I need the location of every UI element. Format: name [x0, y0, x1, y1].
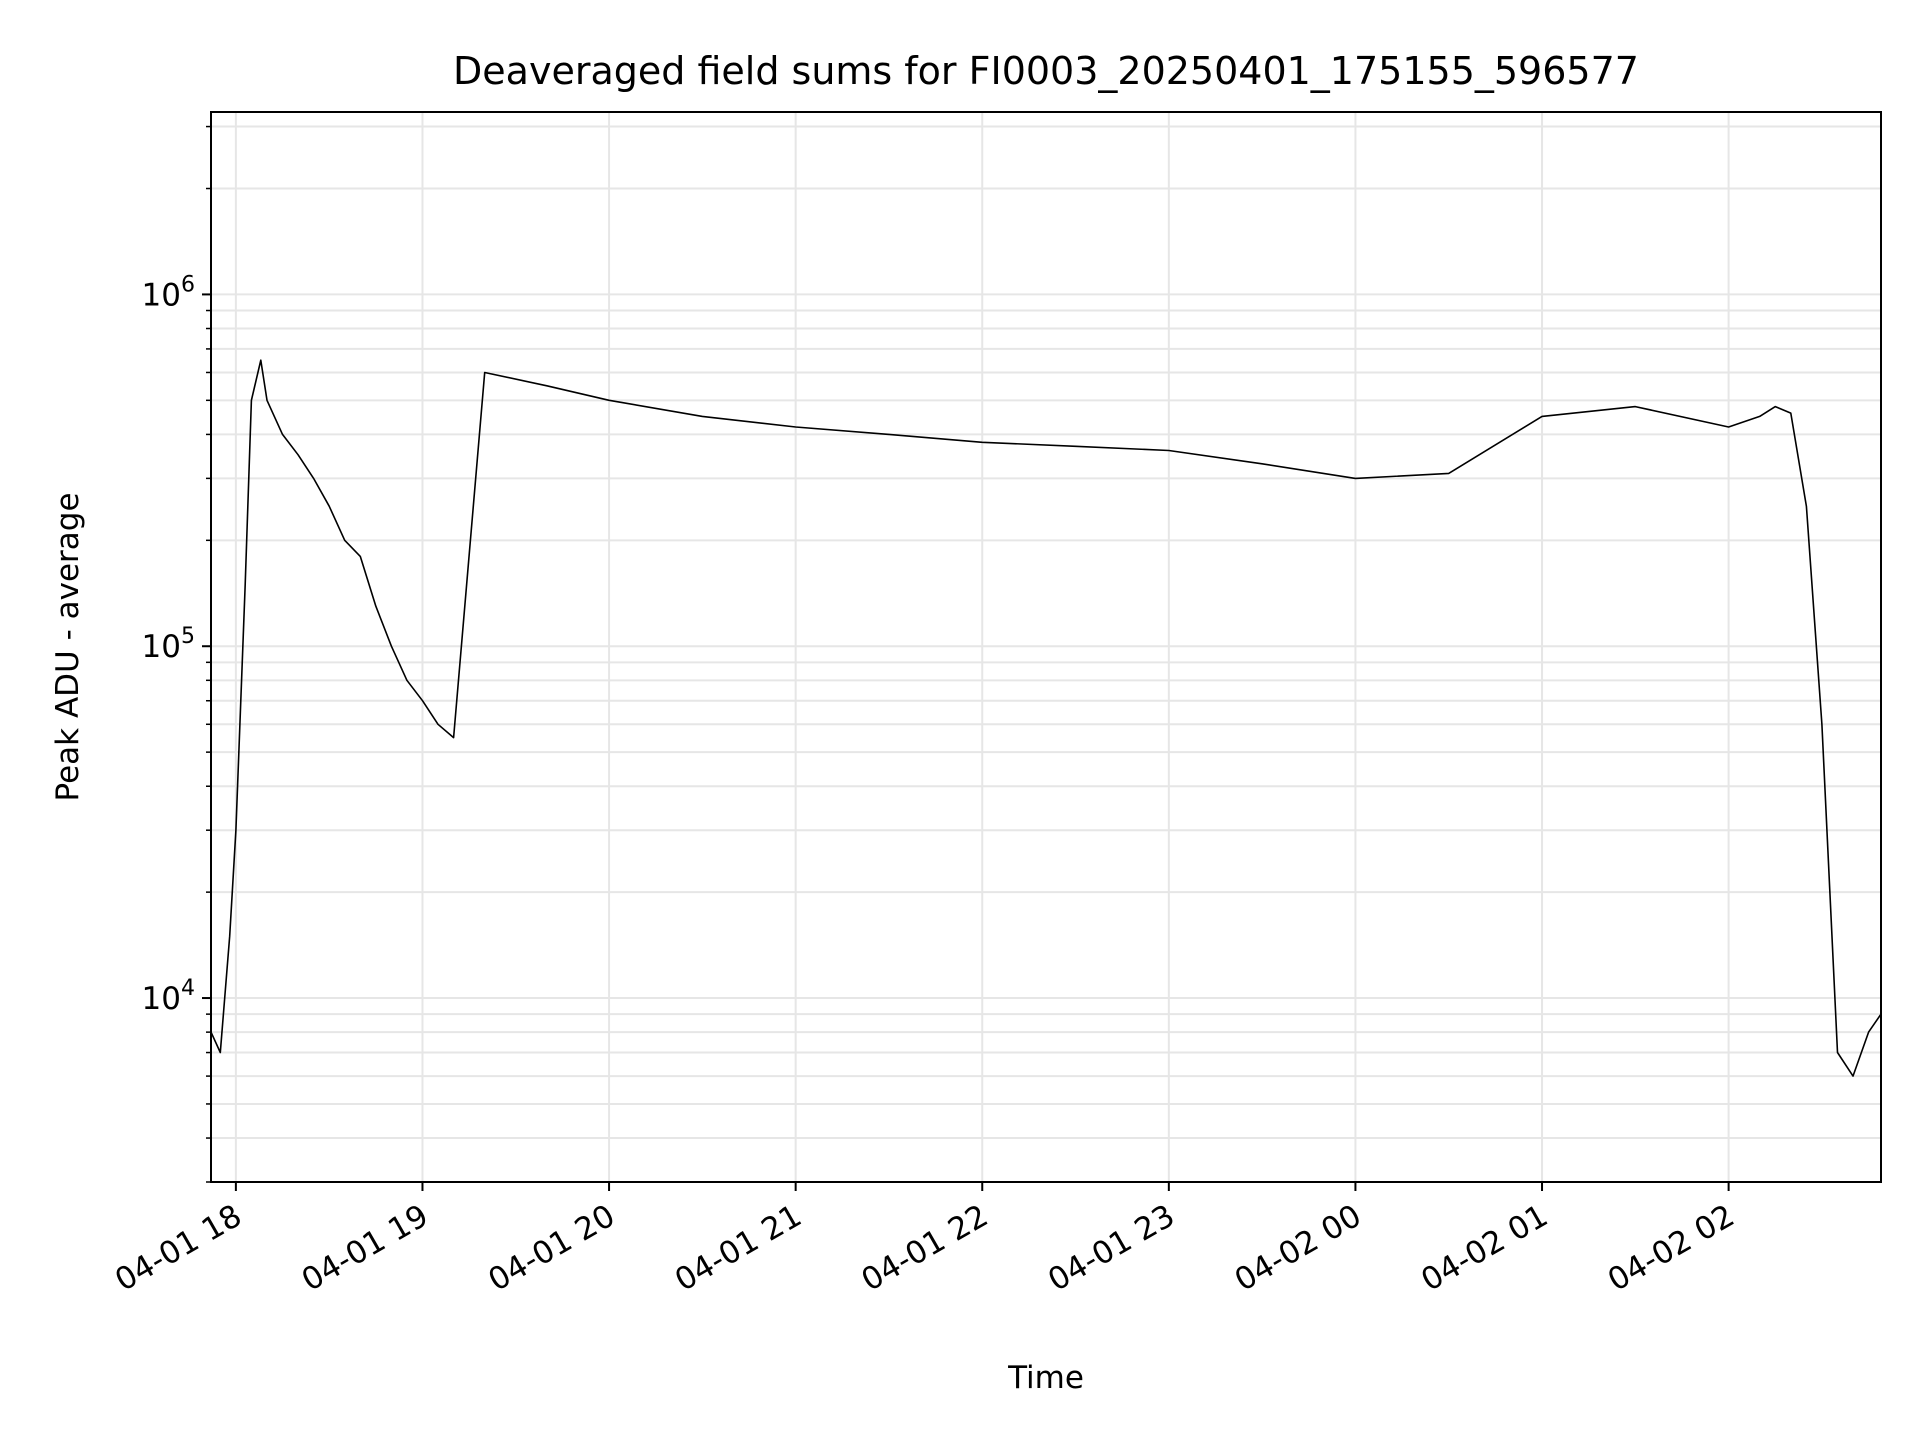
chart-title: Deaveraged field sums for FI0003_2025040… — [453, 49, 1639, 93]
y-axis-title: Peak ADU - average — [50, 492, 86, 801]
y-tick-label: 104 — [142, 976, 195, 1017]
y-tick-label: 106 — [142, 272, 195, 313]
y-tick-label: 105 — [142, 624, 195, 665]
x-tick-label: 04-01 19 — [296, 1198, 435, 1299]
series-line — [210, 359, 1882, 1077]
x-tick-label: 04-02 00 — [1229, 1198, 1368, 1299]
x-tick-label: 04-01 20 — [482, 1198, 621, 1299]
data-series — [210, 359, 1882, 1077]
grid — [211, 112, 1881, 1183]
x-tick-label: 04-01 23 — [1042, 1198, 1181, 1299]
x-axis: 04-01 18 04-01 19 04-01 20 04-01 21 04-01 22… — [109, 1182, 1741, 1299]
x-tick-label: 04-02 01 — [1415, 1198, 1554, 1299]
x-axis-title: Time — [1007, 1360, 1084, 1396]
x-tick-label: 04-01 18 — [109, 1198, 248, 1299]
x-tick-label: 04-01 21 — [669, 1198, 808, 1299]
y-axis: 104 105 106 — [142, 125, 211, 1183]
x-tick-label: 04-01 22 — [856, 1198, 995, 1299]
x-tick-label: 04-02 02 — [1602, 1198, 1741, 1299]
